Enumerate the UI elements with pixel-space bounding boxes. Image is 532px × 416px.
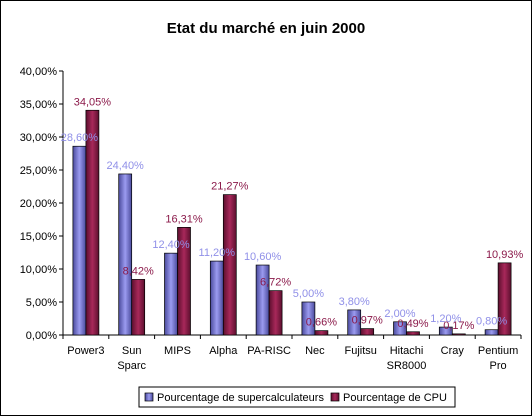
y-tick-label: 30,00% (20, 132, 58, 144)
x-tick-label: Pentium (478, 345, 518, 357)
data-label-cpu: 16,31% (165, 213, 203, 225)
data-label-cpu: 0,97% (352, 315, 383, 327)
x-tick-label: Alpha (209, 345, 238, 357)
bar-supercalculateurs (347, 309, 362, 336)
bar-cpu (406, 331, 420, 336)
data-label-supercalculateurs: 0,80% (476, 316, 507, 328)
bar-cpu (85, 109, 100, 336)
y-tick-label: 20,00% (20, 198, 58, 210)
data-label-supercalculateurs: 1,20% (430, 313, 461, 325)
data-label-cpu: 34,05% (74, 96, 112, 108)
bar-supercalculateurs (118, 173, 133, 336)
data-label-cpu: 21,27% (211, 181, 249, 193)
legend: Pourcentage de supercalculateurs Pourcent… (138, 386, 456, 408)
x-tick-label: Nec (305, 345, 325, 357)
bar-cpu (497, 262, 512, 336)
y-tick-label: 25,00% (20, 165, 58, 177)
bar-supercalculateurs (301, 301, 316, 336)
bar-supercalculateurs (438, 326, 453, 336)
y-tick-label: 15,00% (20, 231, 58, 243)
bar-cpu (268, 290, 283, 336)
data-label-supercalculateurs: 24,40% (107, 160, 145, 172)
data-label-cpu: 10,93% (486, 249, 524, 261)
bar-cpu (131, 279, 146, 336)
x-tick-label: Pro (490, 360, 507, 372)
y-tick-label: 5,00% (26, 297, 57, 309)
bar-supercalculateurs (393, 321, 407, 336)
data-label-cpu: 8,42% (123, 265, 154, 277)
data-label-supercalculateurs: 2,00% (384, 308, 415, 320)
bar-supercalculateurs (72, 145, 87, 336)
data-label-supercalculateurs: 10,60% (244, 251, 282, 263)
data-label-supercalculateurs: 5,00% (293, 288, 324, 300)
x-tick-label: Hitachi (390, 345, 424, 357)
bar-supercalculateurs (484, 329, 499, 336)
bar-supercalculateurs (209, 260, 224, 336)
bar-supercalculateurs (164, 252, 178, 336)
data-label-supercalculateurs: 11,20% (199, 247, 236, 259)
bar-cpu (222, 194, 237, 336)
bar-cpu (314, 330, 329, 336)
legend-label-cpu: Pourcentage de CPU (343, 392, 447, 404)
data-label-supercalculateurs: 28,60% (61, 132, 99, 144)
x-tick-label: Sun (122, 345, 142, 357)
bar-cpu (451, 333, 466, 336)
x-tick-label: PA-RISC (247, 345, 291, 357)
data-label-cpu: 0,49% (397, 318, 428, 330)
bar-cpu (177, 227, 191, 336)
x-tick-label: MIPS (164, 345, 191, 357)
y-tick-label: 0,00% (26, 330, 57, 342)
x-tick-label: Fujitsu (344, 345, 376, 357)
legend-swatch-supercalculateurs (144, 392, 154, 402)
data-label-cpu: 0,17% (443, 320, 474, 332)
data-label-cpu: 0,66% (306, 317, 337, 329)
legend-box (138, 386, 456, 408)
bar-supercalculateurs (255, 264, 270, 336)
x-tick-label: SR8000 (387, 360, 427, 372)
data-label-supercalculateurs: 3,80% (339, 296, 370, 308)
data-label-supercalculateurs: 12,40% (152, 239, 190, 251)
y-tick-label: 40,00% (20, 66, 58, 78)
y-tick-label: 35,00% (20, 99, 58, 111)
x-tick-label: Cray (441, 345, 465, 357)
legend-label-supercalculateurs: Pourcentage de supercalculateurs (157, 392, 324, 404)
plot-area: 0,00% 5,00% 10,00% 15,00% 20,00% 25,00% 30,00%… (20, 66, 524, 372)
legend-swatch-cpu (330, 392, 340, 402)
data-label-cpu: 6,72% (260, 277, 291, 289)
x-tick-label: Sparc (117, 360, 146, 372)
chart-title: Etat du marché en juin 2000 (167, 20, 365, 37)
y-tick-label: 10,00% (20, 264, 58, 276)
x-tick-label: Power3 (67, 345, 104, 357)
bar-cpu (360, 328, 375, 336)
